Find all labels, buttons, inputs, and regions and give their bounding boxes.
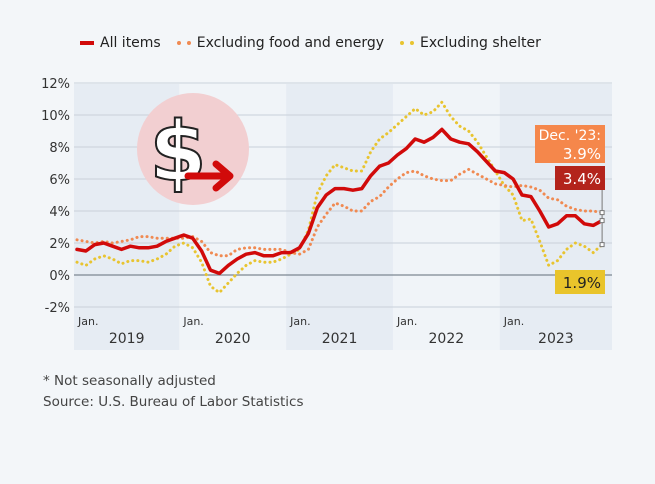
source: Source: U.S. Bureau of Labor Statistics [43,394,304,410]
legend-swatch [80,41,94,45]
month-tick-label: Jan. [396,315,417,328]
y-tick-label: 0% [49,269,70,284]
y-tick-label: 4% [49,205,70,220]
month-tick-label: Jan. [503,315,524,328]
endpoint-marker [599,242,605,248]
dollar-icon: $ [149,105,206,200]
legend-label: All items [100,35,161,51]
annotation-all-items-value: 3.4% [563,170,601,188]
y-tick-label: 6% [49,173,70,188]
year-label: 2020 [215,331,251,347]
year-band [499,84,612,350]
legend: All items Excluding food and energy Exclud… [80,35,541,51]
year-label: 2021 [322,331,358,347]
annotation-date: Dec. '23: [539,128,601,144]
year-band [286,84,393,350]
annotation-ex-shelter-value: 1.9% [563,274,601,292]
annotation-ex-shelter-box [555,270,605,294]
month-tick-label: Jan. [77,315,98,328]
year-band [392,84,500,350]
month-tick-label: Jan. [182,315,203,328]
y-tick-label: 12% [41,77,70,92]
note-adjustment: * Not seasonally adjusted [43,373,216,389]
legend-swatch [400,41,415,45]
annotation-core-box [535,125,605,163]
month-tick-label: Jan. [289,315,310,328]
legend-item: All items [80,35,161,51]
year-label: 2023 [538,331,574,347]
legend-label: Excluding shelter [420,35,541,51]
series-line-excluding-food-and-energy [75,167,604,258]
legend-swatch [176,41,191,45]
notes: * Not seasonally adjusted Source: U.S. B… [43,371,304,413]
y-tick-label: 8% [49,141,70,156]
annotation-core-value: 3.9% [563,145,601,163]
y-tick-label: -2% [45,301,70,316]
annotation-all-items-box [555,166,605,190]
year-label: 2022 [429,331,465,347]
endpoint-marker [599,210,605,216]
series-line-excluding-shelter [75,100,604,295]
series-line-all-items [75,127,604,276]
arrow-right-icon [184,160,234,192]
legend-label: Excluding food and energy [196,35,385,51]
y-tick-label: 2% [49,237,70,252]
legend-item: Excluding food and energy [176,35,385,51]
legend-item: Excluding shelter [400,35,541,51]
endpoint-marker [599,218,605,224]
y-tick-label: 10% [41,109,70,124]
year-label: 2019 [109,331,145,347]
